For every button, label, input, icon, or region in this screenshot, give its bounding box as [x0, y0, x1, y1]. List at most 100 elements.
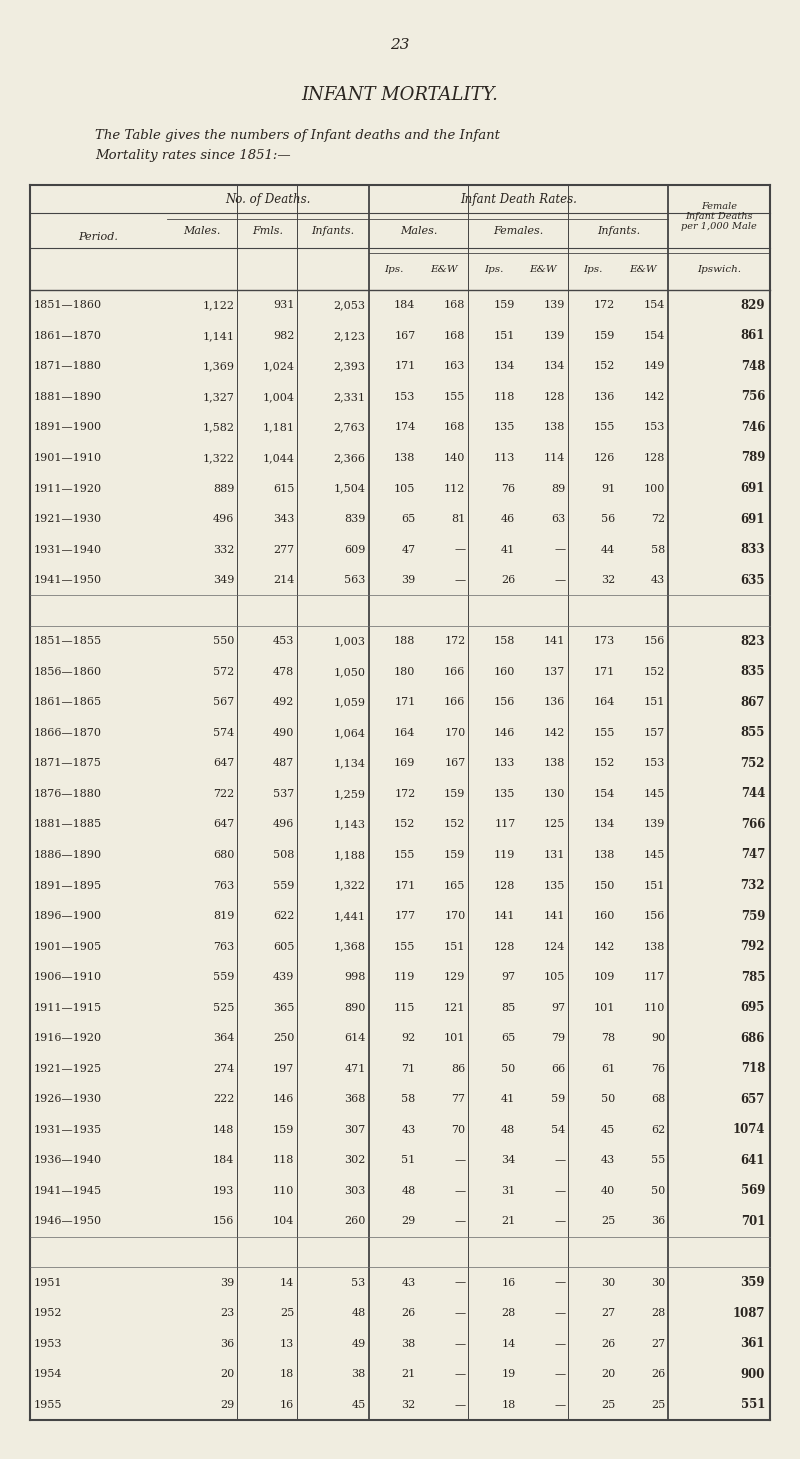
Text: 550: 550 [213, 636, 234, 646]
Text: 691: 691 [741, 512, 765, 525]
Text: 48: 48 [501, 1125, 515, 1135]
Text: 25: 25 [280, 1309, 294, 1317]
Text: 117: 117 [644, 972, 666, 982]
Text: 28: 28 [501, 1309, 515, 1317]
Text: 1953: 1953 [34, 1339, 62, 1348]
Text: 146: 146 [494, 728, 515, 738]
Text: 21: 21 [402, 1369, 415, 1379]
Text: 43: 43 [402, 1125, 415, 1135]
Text: 1952: 1952 [34, 1309, 62, 1317]
Text: —: — [454, 1369, 466, 1379]
Text: 136: 136 [594, 392, 615, 401]
Text: 1886—1890: 1886—1890 [34, 851, 102, 859]
Text: 722: 722 [213, 789, 234, 800]
Text: 2,053: 2,053 [334, 301, 366, 311]
Text: 89: 89 [551, 483, 566, 493]
Text: 2,366: 2,366 [334, 452, 366, 463]
Text: 76: 76 [651, 1064, 666, 1074]
Text: Ips.: Ips. [584, 264, 603, 273]
Text: 609: 609 [344, 544, 366, 554]
Text: 1,044: 1,044 [262, 452, 294, 463]
Text: 1955: 1955 [34, 1399, 62, 1409]
Text: 691: 691 [741, 481, 765, 495]
Text: 174: 174 [394, 423, 415, 432]
Text: 25: 25 [601, 1399, 615, 1409]
Text: —: — [554, 1156, 566, 1166]
Text: 1876—1880: 1876—1880 [34, 789, 102, 800]
Text: 752: 752 [741, 757, 765, 770]
Text: Infants.: Infants. [311, 226, 354, 235]
Text: 169: 169 [394, 759, 415, 769]
Text: 622: 622 [273, 910, 294, 921]
Text: 364: 364 [213, 1033, 234, 1043]
Text: 982: 982 [273, 331, 294, 341]
Text: 1891—1900: 1891—1900 [34, 423, 102, 432]
Text: 1941—1945: 1941—1945 [34, 1186, 102, 1196]
Text: 365: 365 [273, 1002, 294, 1013]
Text: 36: 36 [220, 1339, 234, 1348]
Text: 1,003: 1,003 [334, 636, 366, 646]
Text: —: — [454, 575, 466, 585]
Text: 156: 156 [213, 1217, 234, 1227]
Text: E&W: E&W [630, 264, 657, 273]
Text: 159: 159 [444, 851, 466, 859]
Text: 166: 166 [444, 697, 466, 708]
Text: 70: 70 [451, 1125, 466, 1135]
Text: 85: 85 [501, 1002, 515, 1013]
Text: 32: 32 [402, 1399, 415, 1409]
Text: 159: 159 [594, 331, 615, 341]
Text: 680: 680 [213, 851, 234, 859]
Text: 157: 157 [644, 728, 666, 738]
Text: 155: 155 [394, 851, 415, 859]
Text: 165: 165 [444, 881, 466, 890]
Text: Female
Infant Deaths
per 1,000 Male: Female Infant Deaths per 1,000 Male [682, 201, 757, 232]
Text: 25: 25 [651, 1399, 666, 1409]
Text: 79: 79 [551, 1033, 566, 1043]
Text: 496: 496 [213, 514, 234, 524]
Text: 119: 119 [494, 851, 515, 859]
Text: —: — [454, 1217, 466, 1227]
Text: 160: 160 [594, 910, 615, 921]
Text: 167: 167 [394, 331, 415, 341]
Text: 136: 136 [544, 697, 566, 708]
Text: 492: 492 [273, 697, 294, 708]
Text: 13: 13 [280, 1339, 294, 1348]
Text: 138: 138 [544, 759, 566, 769]
Text: Infant Death Rates.: Infant Death Rates. [460, 193, 577, 206]
Text: 173: 173 [594, 636, 615, 646]
Text: 27: 27 [601, 1309, 615, 1317]
Text: 1,024: 1,024 [262, 362, 294, 372]
Text: 164: 164 [394, 728, 415, 738]
Text: 171: 171 [394, 362, 415, 372]
Text: 159: 159 [444, 789, 466, 800]
Text: 508: 508 [273, 851, 294, 859]
Text: 151: 151 [644, 697, 666, 708]
Text: 76: 76 [502, 483, 515, 493]
Text: 1,441: 1,441 [334, 910, 366, 921]
Text: 151: 151 [444, 941, 466, 951]
Text: 110: 110 [273, 1186, 294, 1196]
Text: 121: 121 [444, 1002, 466, 1013]
Text: 496: 496 [273, 820, 294, 830]
Text: 1946—1950: 1946—1950 [34, 1217, 102, 1227]
Text: 54: 54 [551, 1125, 566, 1135]
Text: 118: 118 [494, 392, 515, 401]
Text: 149: 149 [644, 362, 666, 372]
Text: 563: 563 [344, 575, 366, 585]
Text: 171: 171 [394, 881, 415, 890]
Text: 138: 138 [394, 452, 415, 463]
Text: 49: 49 [351, 1339, 366, 1348]
Text: 129: 129 [444, 972, 466, 982]
Text: 41: 41 [501, 544, 515, 554]
Text: 61: 61 [601, 1064, 615, 1074]
Text: 43: 43 [651, 575, 666, 585]
Text: 168: 168 [444, 301, 466, 311]
Text: 16: 16 [501, 1278, 515, 1288]
Text: 32: 32 [601, 575, 615, 585]
Text: 65: 65 [402, 514, 415, 524]
Text: 792: 792 [741, 940, 765, 953]
Text: 1936—1940: 1936—1940 [34, 1156, 102, 1166]
Text: 77: 77 [451, 1094, 466, 1104]
Text: 559: 559 [273, 881, 294, 890]
Text: 30: 30 [601, 1278, 615, 1288]
